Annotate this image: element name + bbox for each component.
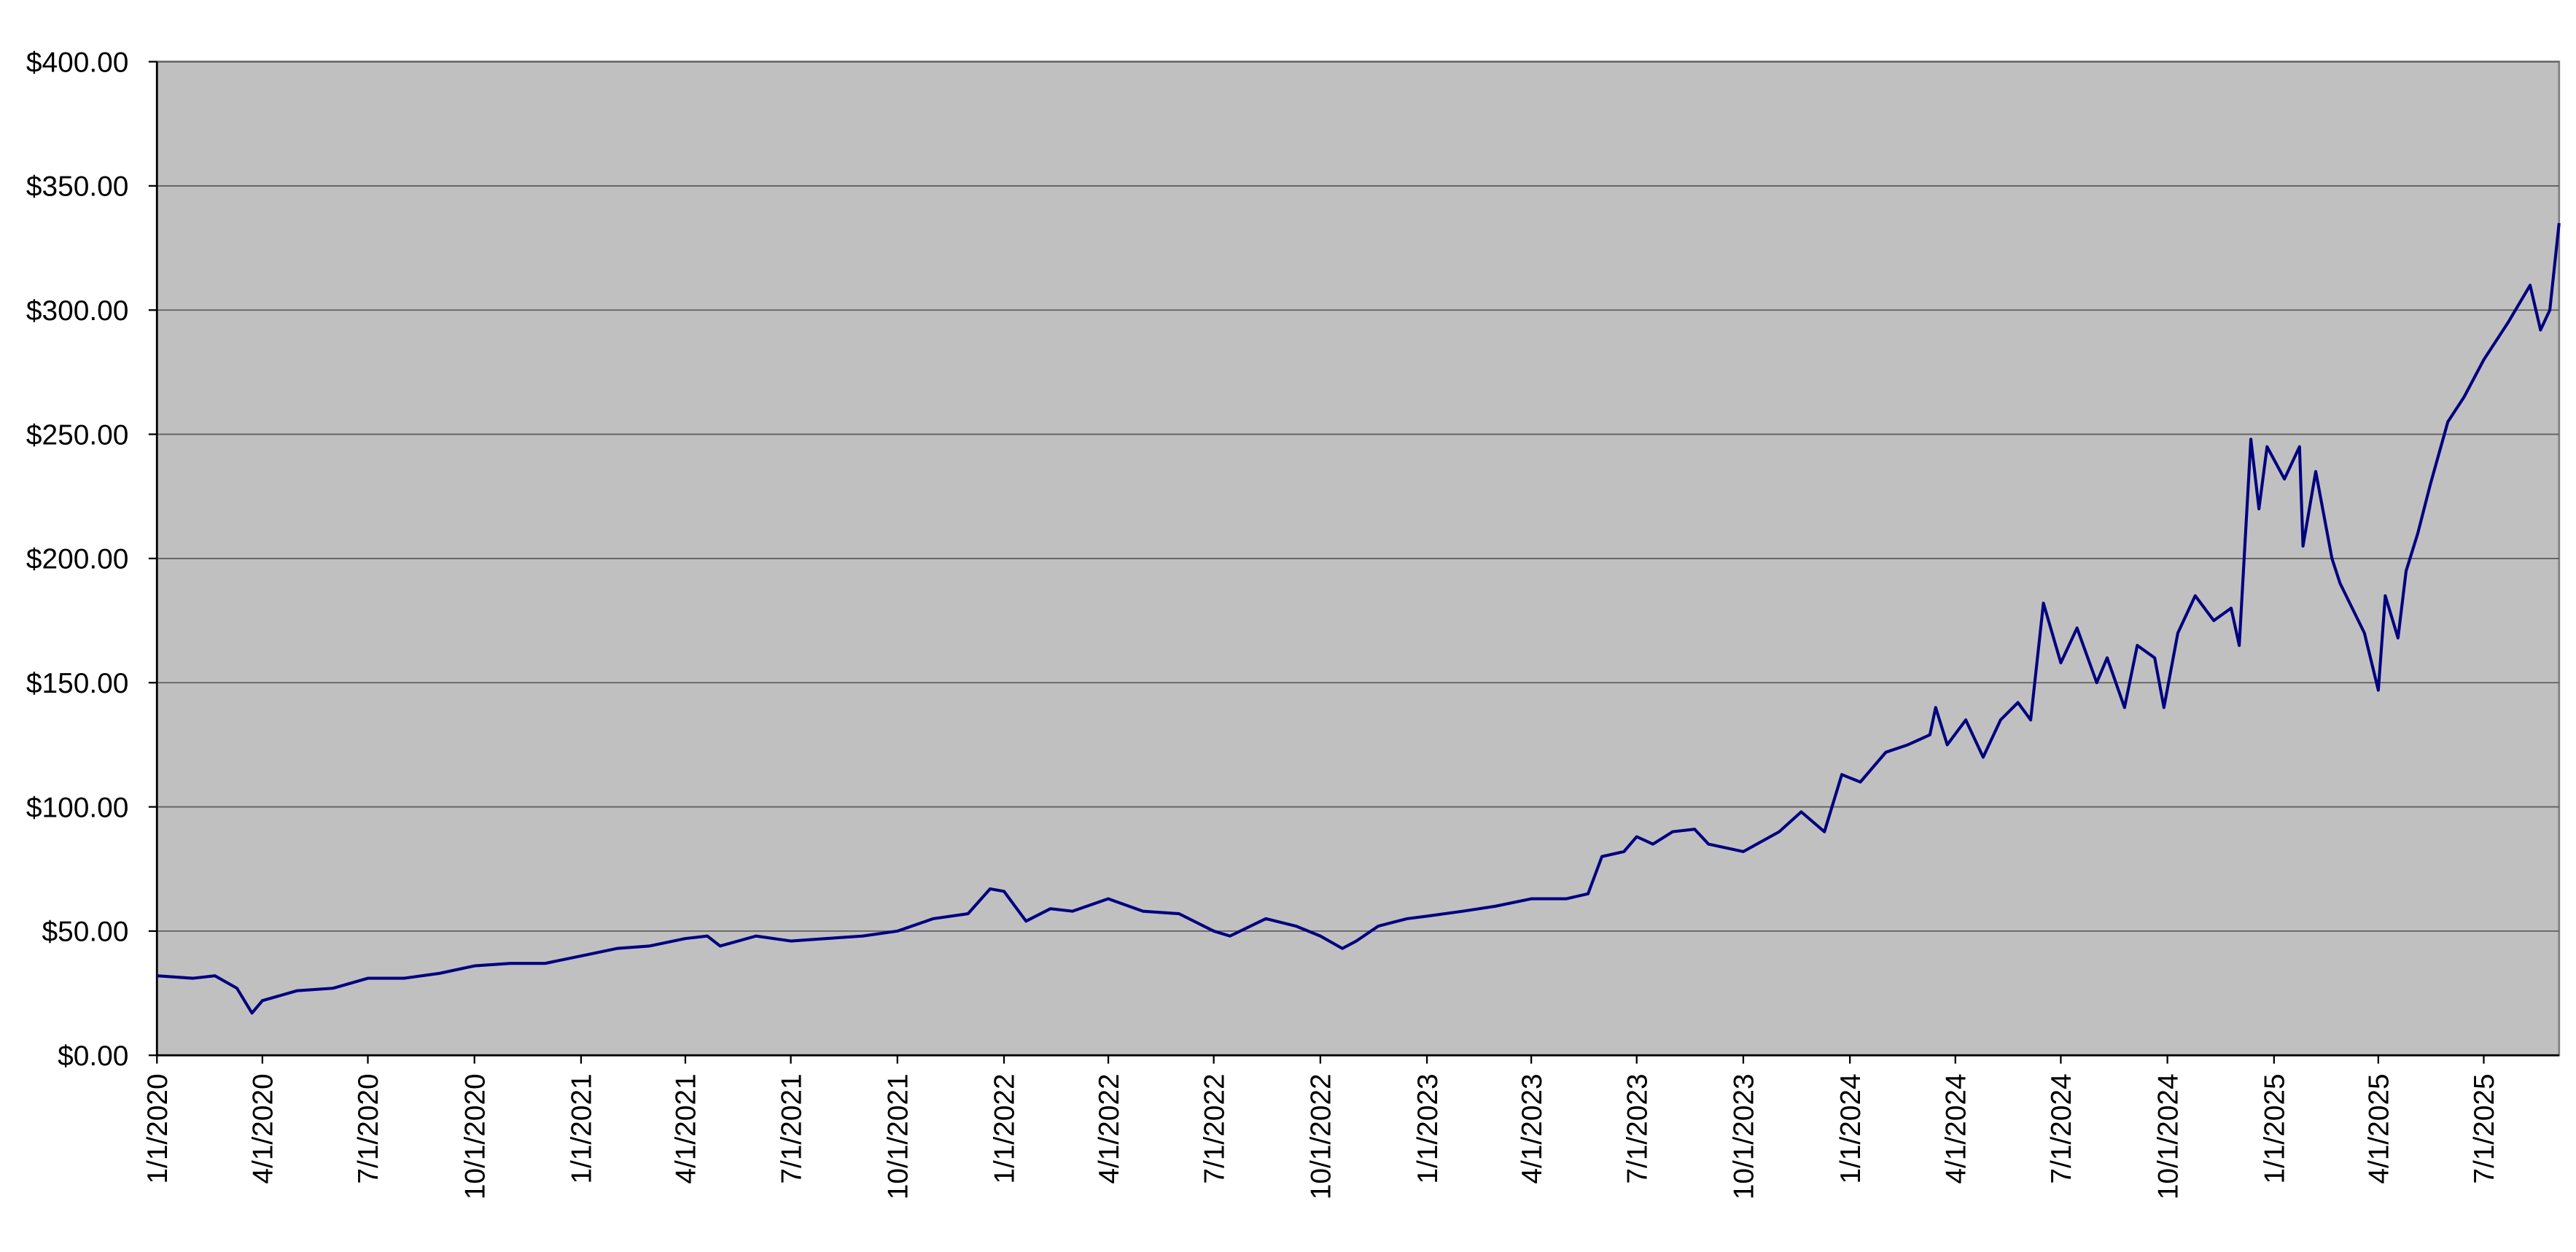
y-tick-label: $200.00	[26, 544, 128, 575]
y-tick-label: $300.00	[26, 295, 128, 327]
x-tick-label: 1/1/2024	[1835, 1073, 1867, 1183]
x-tick-label: 10/1/2020	[459, 1073, 491, 1199]
x-tick-label: 7/1/2023	[1622, 1073, 1653, 1183]
x-tick-label: 4/1/2022	[1094, 1073, 1125, 1183]
x-tick-label: 7/1/2025	[2469, 1073, 2500, 1183]
x-tick-label: 7/1/2022	[1199, 1073, 1230, 1183]
x-tick-label: 1/1/2021	[567, 1073, 598, 1183]
y-tick-label: $100.00	[26, 792, 128, 823]
x-tick-label: 10/1/2024	[2152, 1073, 2184, 1199]
y-tick-label: $150.00	[26, 668, 128, 699]
x-tick-label: 1/1/2023	[1412, 1073, 1444, 1183]
x-tick-label: 7/1/2021	[776, 1073, 807, 1183]
y-tick-label: $400.00	[26, 47, 128, 78]
y-tick-label: $350.00	[26, 171, 128, 203]
y-tick-label: $50.00	[42, 917, 129, 948]
x-tick-label: 1/1/2022	[989, 1073, 1021, 1183]
x-tick-label: 7/1/2020	[353, 1073, 384, 1183]
x-tick-label: 1/1/2025	[2260, 1073, 2291, 1183]
x-tick-label: 10/1/2023	[1729, 1073, 1760, 1199]
y-tick-label: $250.00	[26, 419, 128, 451]
x-tick-label: 4/1/2020	[248, 1073, 279, 1183]
y-tick-label: $0.00	[58, 1041, 128, 1072]
x-tick-label: 4/1/2021	[671, 1073, 702, 1183]
x-tick-label: 4/1/2023	[1517, 1073, 1548, 1183]
x-tick-label: 4/1/2025	[2364, 1073, 2395, 1183]
price-line	[157, 222, 2561, 1015]
x-tick-label: 1/1/2020	[142, 1073, 174, 1183]
x-tick-label: 10/1/2022	[1306, 1073, 1337, 1199]
x-tick-label: 10/1/2021	[883, 1073, 914, 1199]
x-tick-label: 7/1/2024	[2046, 1073, 2077, 1183]
x-tick-label: 4/1/2024	[1941, 1073, 1972, 1183]
